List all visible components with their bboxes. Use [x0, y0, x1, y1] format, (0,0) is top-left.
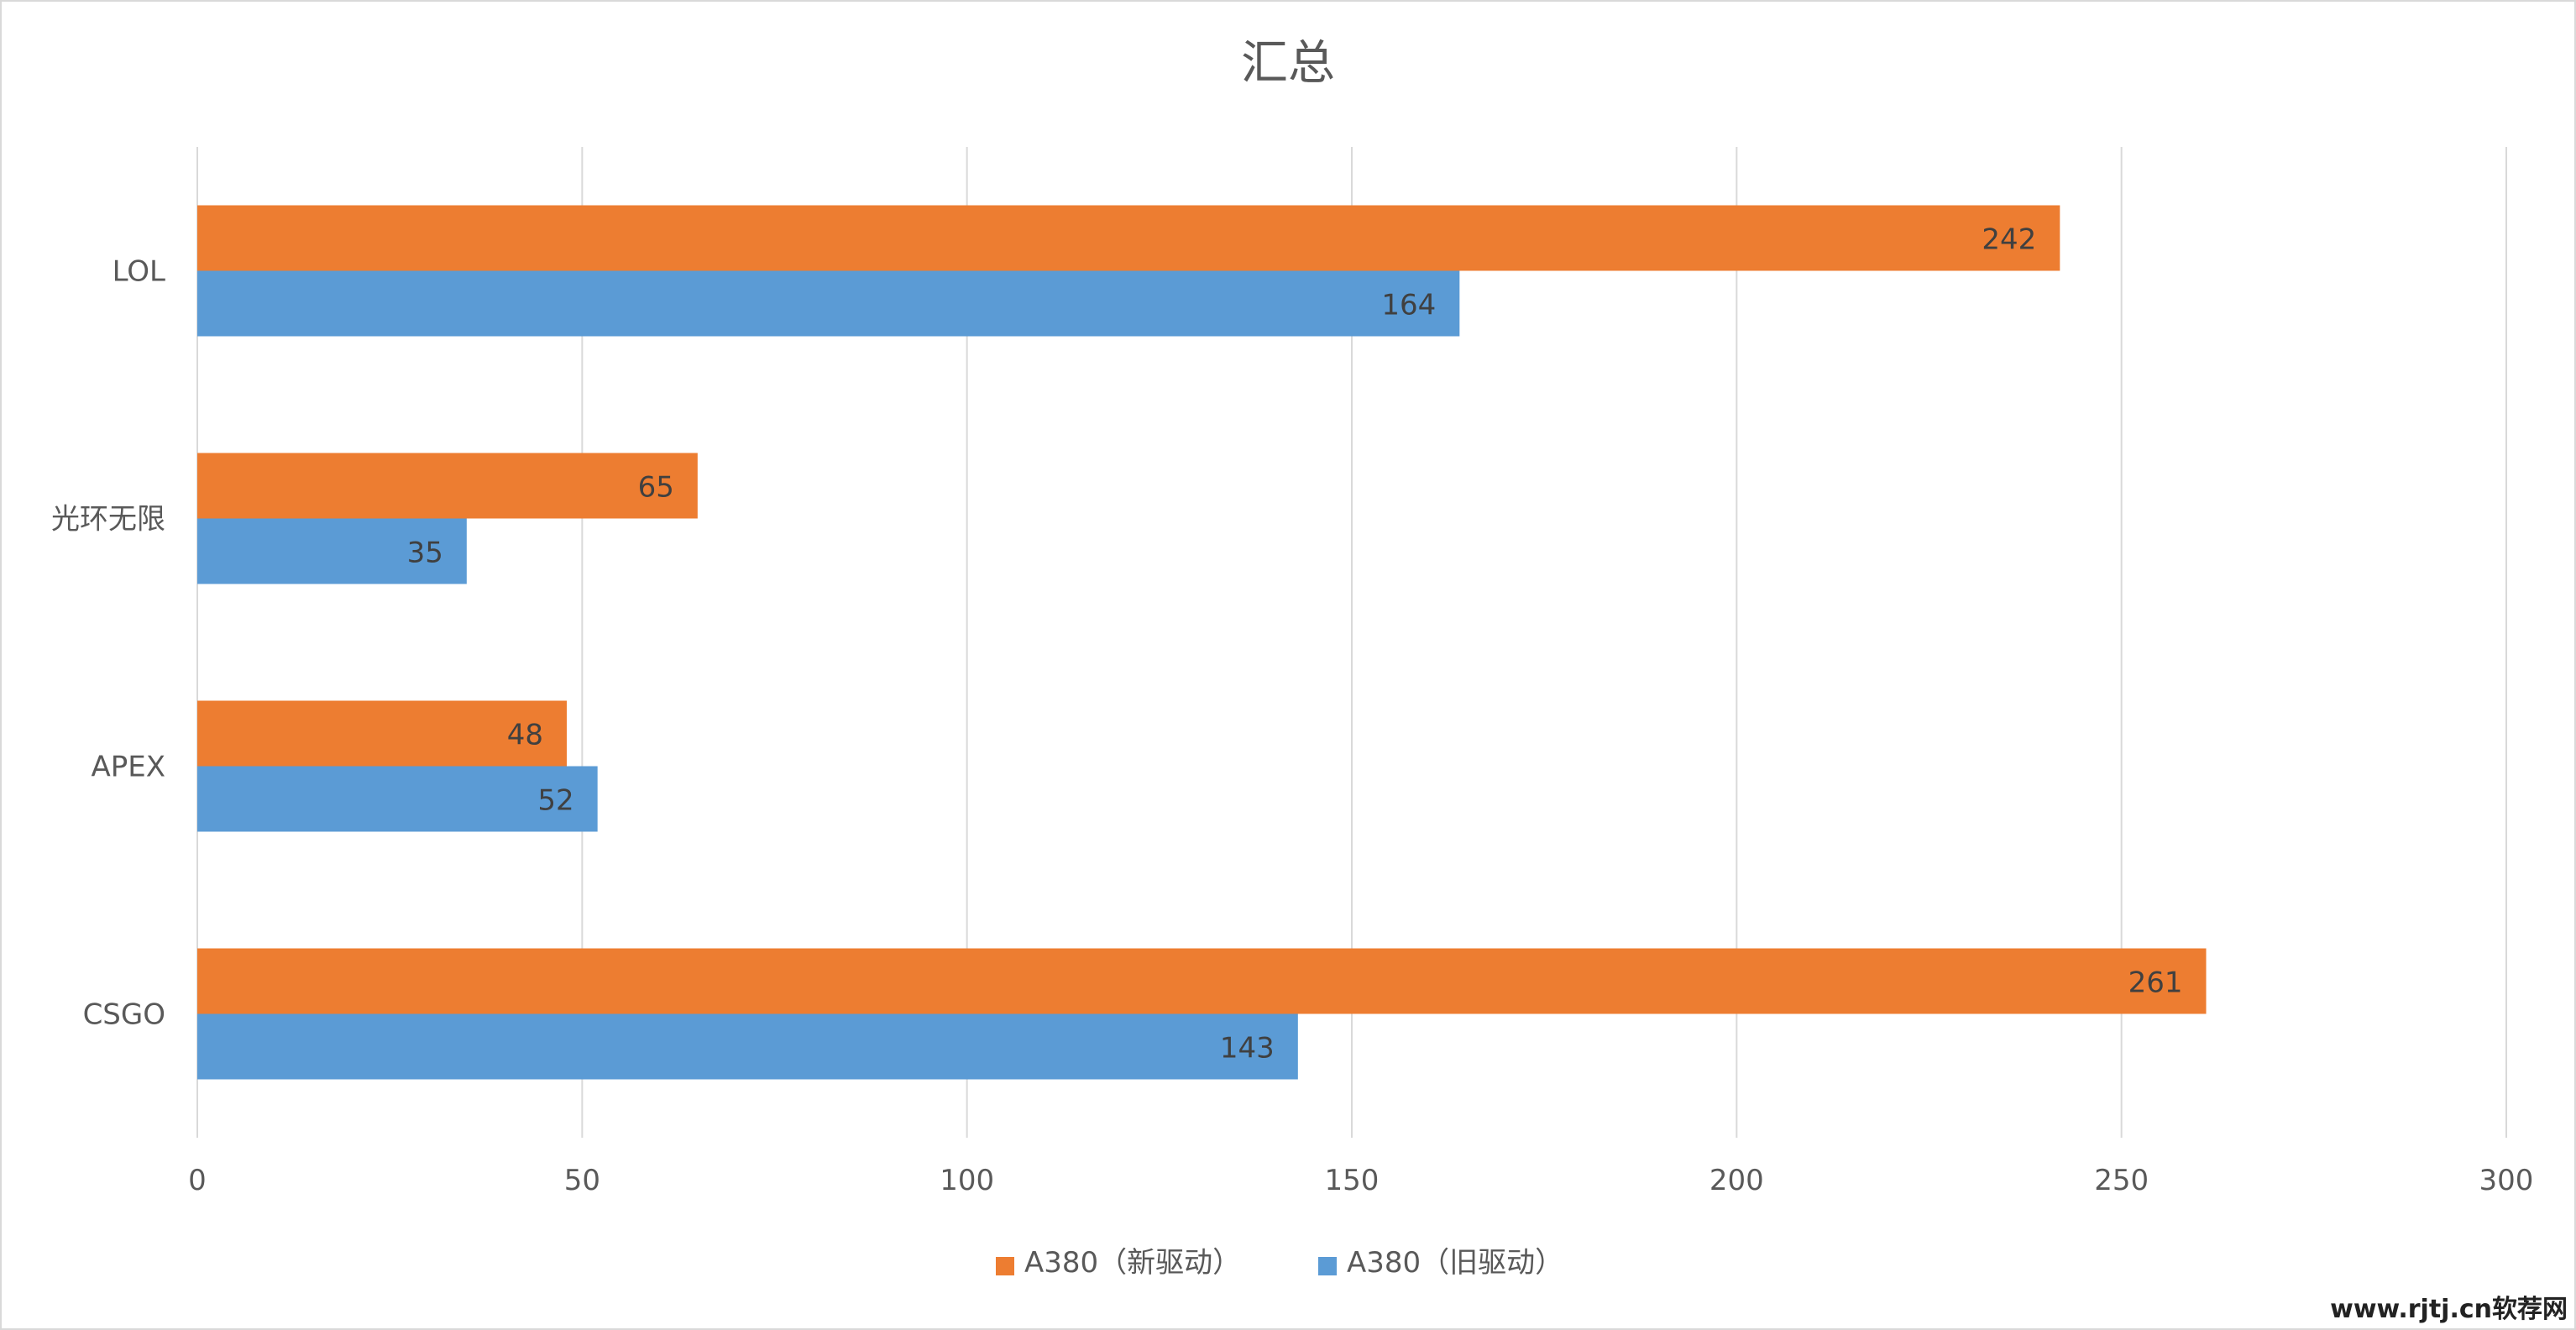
category-label: CSGO	[83, 998, 165, 1032]
data-label: 261	[2128, 966, 2183, 1000]
category-label: APEX	[91, 751, 165, 784]
bar-old-driver	[197, 270, 1460, 337]
data-label: 164	[1381, 289, 1436, 322]
bar-new-driver	[197, 453, 698, 519]
bars	[197, 205, 2207, 1080]
data-label: 143	[1220, 1032, 1275, 1066]
category-label: LOL	[113, 255, 165, 289]
x-tick-label: 200	[1709, 1164, 1764, 1197]
data-label: 52	[537, 784, 573, 818]
data-label: 48	[507, 719, 543, 752]
x-tick-label: 50	[564, 1164, 600, 1197]
y-axis-categories: LOL 光环无限 APEX CSGO	[51, 255, 165, 1032]
bar-old-driver	[197, 1013, 1298, 1080]
data-label: 242	[1982, 223, 2036, 257]
data-labels: 242 164 65 35 48 52 261 143	[407, 223, 2183, 1066]
data-label: 35	[407, 537, 443, 570]
legend-swatch	[1318, 1257, 1337, 1275]
chart-title: 汇总	[1241, 36, 1335, 91]
category-label: 光环无限	[51, 503, 165, 537]
legend-swatch	[996, 1257, 1014, 1275]
bar-old-driver	[197, 518, 467, 584]
data-label: 65	[638, 471, 674, 505]
bar-new-driver	[197, 205, 2060, 271]
x-tick-label: 150	[1325, 1164, 1380, 1197]
legend-label: A380（旧驱动）	[1347, 1246, 1563, 1280]
x-tick-label: 0	[188, 1164, 207, 1197]
watermark: www.rjtj.cn软荐网	[2330, 1295, 2568, 1324]
x-tick-label: 300	[2479, 1164, 2534, 1197]
bar-old-driver	[197, 766, 598, 832]
bar-new-driver	[197, 700, 567, 767]
x-tick-label: 250	[2094, 1164, 2149, 1197]
bar-new-driver	[197, 948, 2207, 1014]
legend: A380（新驱动） A380（旧驱动）	[996, 1246, 1563, 1280]
x-tick-label: 100	[940, 1164, 994, 1197]
x-axis-ticks: 0 50 100 150 200 250 300	[188, 1164, 2533, 1197]
legend-label: A380（新驱动）	[1024, 1246, 1241, 1280]
